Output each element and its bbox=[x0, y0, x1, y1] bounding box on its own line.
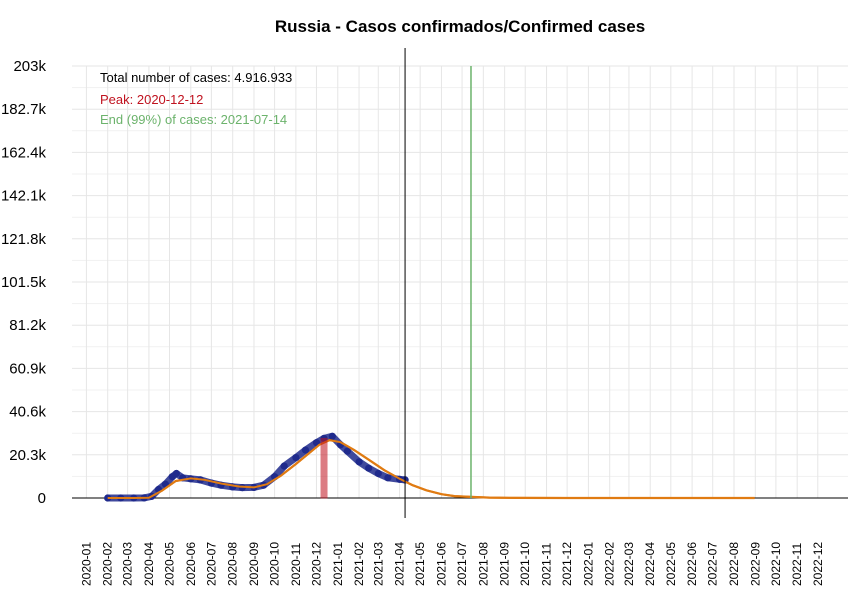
observed-data-point bbox=[343, 447, 351, 455]
y-tick-label: 0 bbox=[38, 490, 46, 507]
peak-annotation: Peak: 2020-12-12 bbox=[100, 92, 203, 107]
x-tick-label: 2020-08 bbox=[226, 542, 240, 586]
x-tick-label: 2020-10 bbox=[268, 542, 282, 586]
observed-data-point bbox=[384, 474, 392, 482]
x-tick-label: 2020-09 bbox=[247, 542, 261, 586]
y-tick-label: 182.7k bbox=[1, 101, 47, 118]
x-axis-ticks: 2020-01 2020-02 2020-03 2020-04 2020-05 2020-… bbox=[79, 542, 824, 586]
x-tick-label: 2020-04 bbox=[142, 542, 156, 586]
x-tick-label: 2021-07 bbox=[455, 542, 469, 586]
observed-data-point bbox=[292, 454, 300, 462]
x-tick-label: 2021-05 bbox=[413, 542, 427, 586]
x-tick-label: 2022-08 bbox=[727, 542, 741, 586]
x-tick-label: 2021-06 bbox=[434, 542, 448, 586]
observed-data-point bbox=[301, 446, 310, 454]
x-tick-label: 2020-05 bbox=[163, 542, 177, 586]
end-annotation: End (99%) of cases: 2021-07-14 bbox=[100, 112, 287, 127]
x-tick-label: 2021-03 bbox=[371, 542, 385, 586]
chart-title: Russia - Casos confirmados/Confirmed cas… bbox=[275, 17, 645, 36]
observed-data-point bbox=[280, 462, 288, 470]
x-tick-label: 2021-09 bbox=[498, 542, 512, 586]
observed-data-point bbox=[365, 464, 373, 472]
x-tick-label: 2020-01 bbox=[79, 542, 93, 586]
x-tick-label: 2022-03 bbox=[622, 542, 636, 586]
x-tick-label: 2021-10 bbox=[518, 542, 532, 586]
x-tick-label: 2020-02 bbox=[101, 542, 115, 586]
x-tick-label: 2022-10 bbox=[769, 542, 783, 586]
observed-data-point bbox=[172, 469, 180, 478]
peak-marker-bar bbox=[320, 437, 328, 499]
x-tick-label: 2020-07 bbox=[204, 542, 218, 586]
observed-data-point bbox=[355, 458, 363, 466]
x-tick-label: 2022-05 bbox=[664, 542, 678, 586]
x-tick-label: 2021-01 bbox=[331, 542, 345, 586]
y-tick-label: 142.1k bbox=[1, 188, 47, 205]
x-tick-label: 2022-09 bbox=[748, 542, 762, 586]
x-tick-label: 2021-11 bbox=[540, 543, 554, 586]
x-tick-label: 2022-06 bbox=[685, 542, 699, 586]
y-tick-label: 60.9k bbox=[9, 360, 46, 377]
x-tick-label: 2021-08 bbox=[476, 542, 490, 586]
x-tick-label: 2021-12 bbox=[560, 542, 574, 586]
total-cases-annotation: Total number of cases: 4.916.933 bbox=[100, 70, 292, 85]
x-tick-label: 2022-12 bbox=[811, 542, 825, 586]
x-tick-label: 2020-11 bbox=[289, 543, 303, 586]
y-axis-ticks: 0 20.3k 40.6k 60.9k 81.2k 101.5k 121.8k 142.1k 1… bbox=[1, 58, 47, 507]
observed-data-point bbox=[328, 432, 336, 440]
grid bbox=[72, 65, 848, 499]
x-tick-label: 2022-02 bbox=[603, 542, 617, 586]
y-tick-label: 20.3k bbox=[9, 447, 46, 464]
x-tick-label: 2022-07 bbox=[706, 542, 720, 586]
y-tick-label: 121.8k bbox=[1, 231, 47, 248]
x-tick-label: 2021-04 bbox=[393, 542, 407, 586]
x-tick-label: 2020-12 bbox=[309, 542, 323, 586]
x-tick-label: 2022-04 bbox=[643, 542, 657, 586]
y-tick-label: 40.6k bbox=[9, 404, 46, 421]
x-tick-label: 2020-06 bbox=[184, 542, 198, 586]
x-tick-label: 2020-03 bbox=[121, 542, 135, 586]
y-tick-label: 101.5k bbox=[1, 274, 47, 291]
y-tick-label: 81.2k bbox=[9, 317, 46, 334]
y-tick-label: 162.4k bbox=[1, 144, 47, 161]
marker-layer bbox=[320, 48, 472, 518]
observed-data-point bbox=[374, 469, 382, 478]
x-tick-label: 2021-02 bbox=[352, 542, 366, 586]
x-tick-label: 2022-11 bbox=[790, 543, 804, 586]
x-tick-label: 2022-01 bbox=[581, 542, 595, 586]
y-tick-label: 203k bbox=[13, 58, 46, 75]
